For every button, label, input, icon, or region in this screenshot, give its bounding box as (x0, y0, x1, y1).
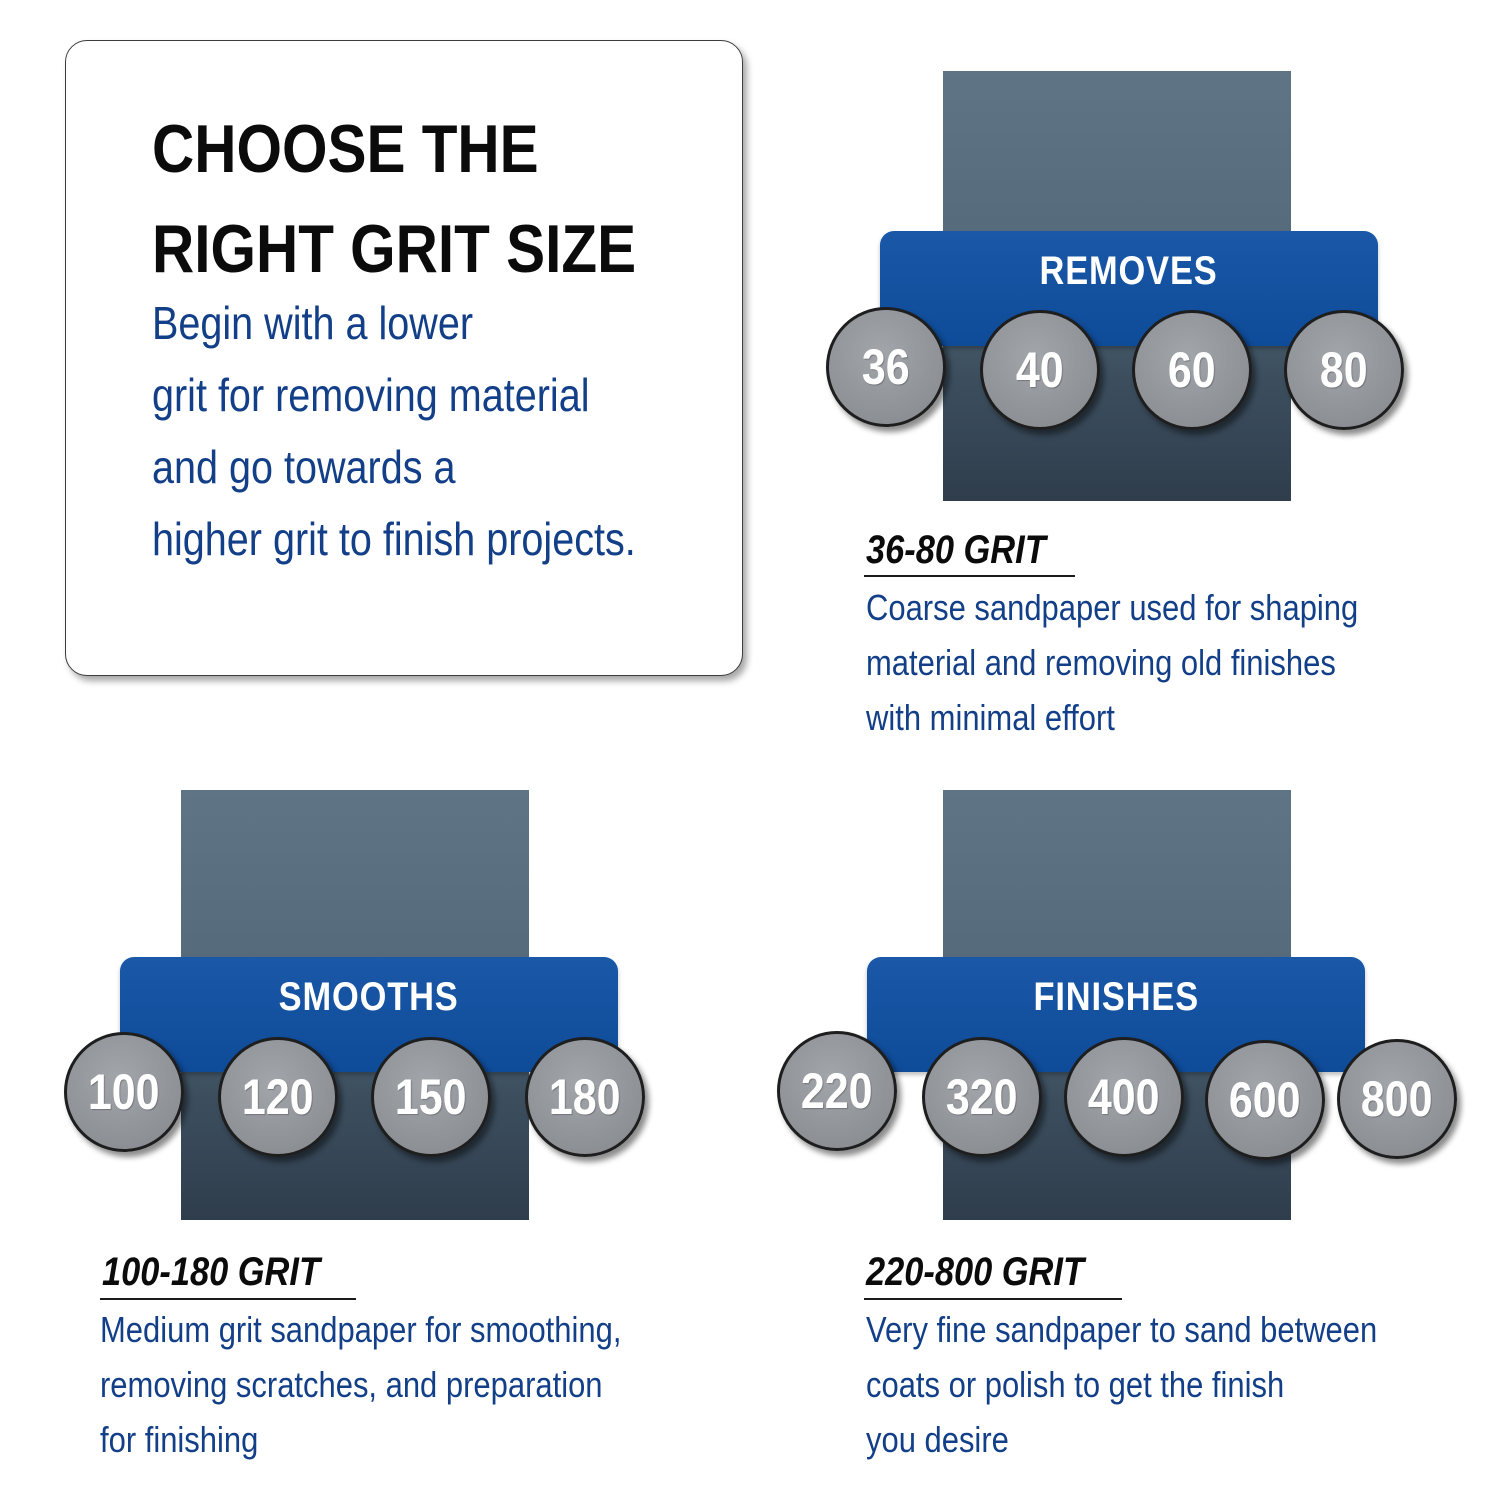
intro-body: Begin with a lower grit for removing mat… (152, 287, 636, 575)
banner-label: FINISHES (1033, 975, 1199, 1019)
grit-value: 150 (395, 1069, 467, 1125)
description-line: with minimal effort (866, 697, 1115, 738)
grit-value: 80 (1320, 342, 1368, 398)
category-banner: SMOOTHS (120, 957, 618, 1072)
grit-disc: 60 (1132, 310, 1252, 430)
grit-value: 220 (801, 1063, 873, 1119)
grit-value: 600 (1229, 1072, 1301, 1128)
grit-disc: 120 (218, 1037, 338, 1157)
grit-disc: 36 (826, 307, 946, 427)
grit-disc: 800 (1337, 1039, 1457, 1159)
intro-body-line: higher grit to finish projects. (152, 513, 636, 565)
intro-card: CHOOSE THE RIGHT GRIT SIZE Begin with a … (65, 40, 743, 676)
grit-disc: 80 (1284, 310, 1404, 430)
grit-disc: 600 (1205, 1040, 1325, 1160)
grit-description: Coarse sandpaper used for shaping materi… (866, 580, 1358, 745)
grit-disc: 400 (1064, 1037, 1184, 1157)
grit-disc: 40 (980, 310, 1100, 430)
grit-value: 36 (862, 339, 910, 395)
intro-body-line: Begin with a lower (152, 297, 474, 349)
description-line: Coarse sandpaper used for shaping (866, 587, 1359, 628)
heading-underline (864, 1298, 1122, 1300)
grit-disc: 220 (777, 1031, 897, 1151)
intro-title-line: RIGHT GRIT SIZE (152, 211, 637, 287)
intro-body-line: and go towards a (152, 441, 456, 493)
grit-range-heading: 36-80 GRIT (866, 528, 1046, 572)
description-line: coats or polish to get the finish (866, 1364, 1285, 1405)
description-line: for finishing (100, 1419, 259, 1460)
description-line: removing scratches, and preparation (100, 1364, 603, 1405)
heading-underline (864, 575, 1075, 577)
grit-value: 800 (1361, 1071, 1433, 1127)
grit-value: 320 (946, 1069, 1018, 1125)
grit-disc: 320 (922, 1037, 1042, 1157)
grit-range-heading: 220-800 GRIT (866, 1250, 1084, 1294)
grit-value: 120 (242, 1069, 314, 1125)
grit-value: 60 (1168, 342, 1216, 398)
description-line: Medium grit sandpaper for smoothing, (100, 1309, 622, 1350)
intro-title-line: CHOOSE THE (152, 111, 539, 187)
grit-value: 100 (88, 1064, 160, 1120)
banner-label: REMOVES (1039, 249, 1219, 293)
grit-disc: 150 (371, 1037, 491, 1157)
grit-range-heading: 100-180 GRIT (102, 1250, 320, 1294)
intro-body-line: grit for removing material (152, 369, 590, 421)
intro-title: CHOOSE THE RIGHT GRIT SIZE (152, 99, 636, 299)
description-line: material and removing old finishes (866, 642, 1336, 683)
heading-underline (100, 1298, 356, 1300)
grit-disc: 180 (525, 1037, 645, 1157)
grit-value: 40 (1016, 342, 1064, 398)
description-line: Very fine sandpaper to sand between (866, 1309, 1378, 1350)
grit-value: 180 (549, 1069, 621, 1125)
grit-description: Very fine sandpaper to sand between coat… (866, 1302, 1377, 1467)
banner-label: SMOOTHS (279, 975, 459, 1019)
description-line: you desire (866, 1419, 1009, 1460)
grit-description: Medium grit sandpaper for smoothing, rem… (100, 1302, 621, 1467)
category-banner: REMOVES (880, 231, 1378, 346)
grit-disc: 100 (64, 1032, 184, 1152)
grit-value: 400 (1088, 1069, 1160, 1125)
